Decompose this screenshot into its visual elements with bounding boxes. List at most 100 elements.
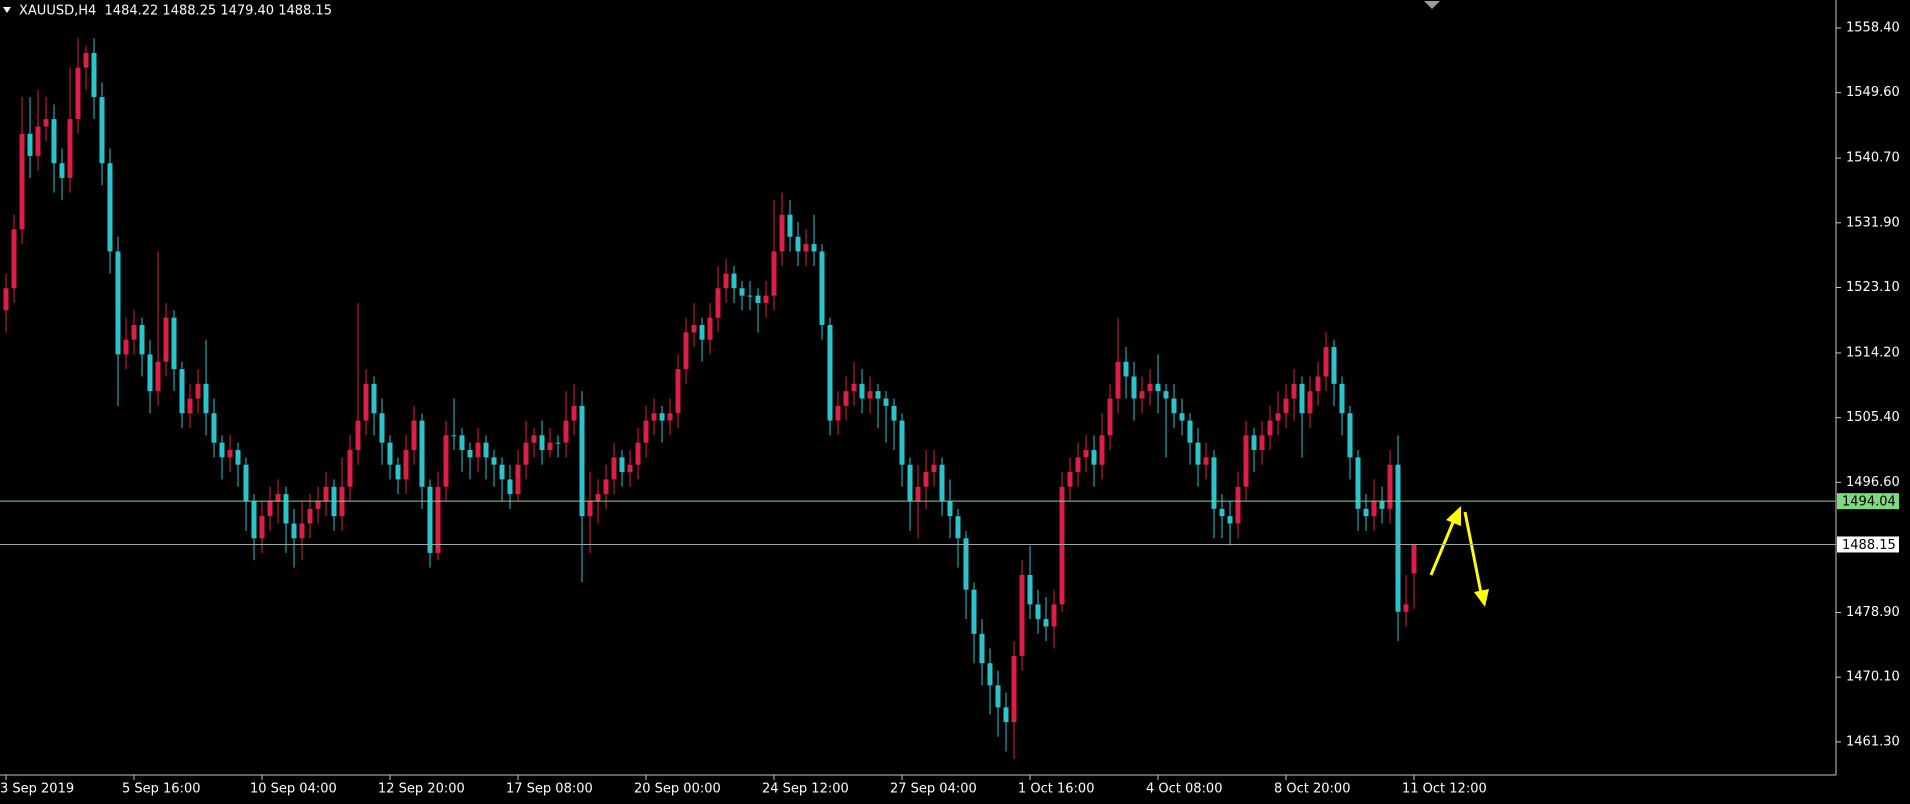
candle-body [323, 486, 329, 502]
y-tick-label: 1461.30 [1846, 734, 1900, 749]
candle-body [987, 663, 993, 686]
candle-body [995, 685, 1001, 708]
candle-body [1363, 508, 1369, 517]
candle-body [1067, 472, 1073, 487]
candle-body [971, 589, 977, 634]
candle-body [1179, 413, 1185, 421]
candle-body [1019, 575, 1025, 656]
candle-body [395, 464, 401, 480]
candle-body [83, 52, 89, 68]
candle-body [1411, 544, 1417, 574]
x-tick-label: 17 Sep 08:00 [506, 782, 593, 797]
candle-body [787, 214, 793, 237]
candle-body [683, 332, 689, 370]
candle-body [1171, 398, 1177, 414]
candle-body [803, 244, 809, 252]
y-tick-label: 1505.40 [1846, 410, 1900, 425]
y-tick-label: 1470.10 [1846, 670, 1900, 685]
candle-body [1243, 435, 1249, 487]
candle-body [947, 501, 953, 517]
x-tick-label: 20 Sep 00:00 [634, 782, 721, 797]
candle-body [1395, 464, 1401, 612]
candle-body [1075, 457, 1081, 473]
candle-body [179, 369, 185, 414]
candle-body [163, 317, 169, 362]
candle-body [499, 464, 505, 480]
candle-body [1283, 398, 1289, 414]
candle-body [843, 391, 849, 406]
candle-body [523, 442, 529, 465]
candle-body [1123, 361, 1129, 377]
price-level-box [1837, 493, 1899, 510]
candle-body [187, 398, 193, 414]
candle-body [75, 67, 81, 120]
candle-body [755, 295, 761, 303]
candle-body [1131, 376, 1137, 399]
candle-body [411, 420, 417, 450]
candle-body [715, 288, 721, 318]
x-tick-label: 10 Sep 04:00 [250, 782, 337, 797]
price-level-label: 1488.15 [1842, 538, 1896, 553]
candle-body [1195, 442, 1201, 465]
candle-body [1259, 435, 1265, 450]
candle-body [11, 229, 17, 289]
candle-body [675, 369, 681, 414]
candle-body [291, 523, 297, 539]
candle-body [283, 494, 289, 524]
x-tick-label: 8 Oct 20:00 [1274, 782, 1350, 797]
x-tick-label: 12 Sep 20:00 [378, 782, 465, 797]
candle-body [611, 457, 617, 480]
x-tick-label: 1 Oct 16:00 [1018, 782, 1094, 797]
candle-body [3, 288, 9, 311]
candle-body [635, 442, 641, 465]
candle-body [1355, 457, 1361, 509]
candle-body [1275, 413, 1281, 421]
candle-body [963, 538, 969, 590]
candle-body [515, 464, 521, 495]
candle-body [915, 486, 921, 502]
candle-body [899, 420, 905, 465]
candle-body [235, 450, 241, 465]
candle-body [723, 273, 729, 289]
x-tick-label: 4 Oct 08:00 [1146, 782, 1222, 797]
annotation-arrows [1429, 506, 1489, 607]
candle-body [891, 405, 897, 421]
candle-body [467, 450, 473, 458]
candle-body [403, 450, 409, 480]
candle-body [627, 464, 633, 473]
candle-body [811, 244, 817, 252]
y-tick-label: 1514.20 [1846, 345, 1900, 360]
candle-body [1299, 383, 1305, 414]
candle-body [731, 273, 737, 289]
candle-body [355, 420, 361, 450]
candle-body [1147, 383, 1153, 392]
candle-body [307, 508, 313, 524]
candle-body [1011, 655, 1017, 723]
candle-body [139, 325, 145, 355]
candle-body [1291, 383, 1297, 399]
candle-body [67, 119, 73, 178]
candle-body [59, 163, 65, 178]
candle-body [19, 133, 25, 230]
candle-body [739, 288, 745, 296]
price-level-box [1837, 536, 1899, 553]
candle-body [371, 383, 377, 414]
candle-body [91, 52, 97, 98]
candle-body [267, 501, 273, 517]
candle-body [155, 361, 161, 392]
candle-body [347, 450, 353, 487]
candle-body [1387, 464, 1393, 509]
candle-body [931, 464, 937, 473]
candle-body [923, 472, 929, 487]
candle-body [483, 442, 489, 458]
y-tick-label: 1496.60 [1846, 475, 1900, 490]
candle-body [211, 413, 217, 443]
candle-body [651, 413, 657, 421]
candle-body [275, 494, 281, 502]
x-tick-label: 27 Sep 04:00 [890, 782, 977, 797]
arrow-up [1429, 519, 1456, 576]
candle-body [27, 133, 33, 156]
candle-body [659, 413, 665, 421]
candle-body [99, 97, 105, 164]
candle-body [1035, 604, 1041, 620]
